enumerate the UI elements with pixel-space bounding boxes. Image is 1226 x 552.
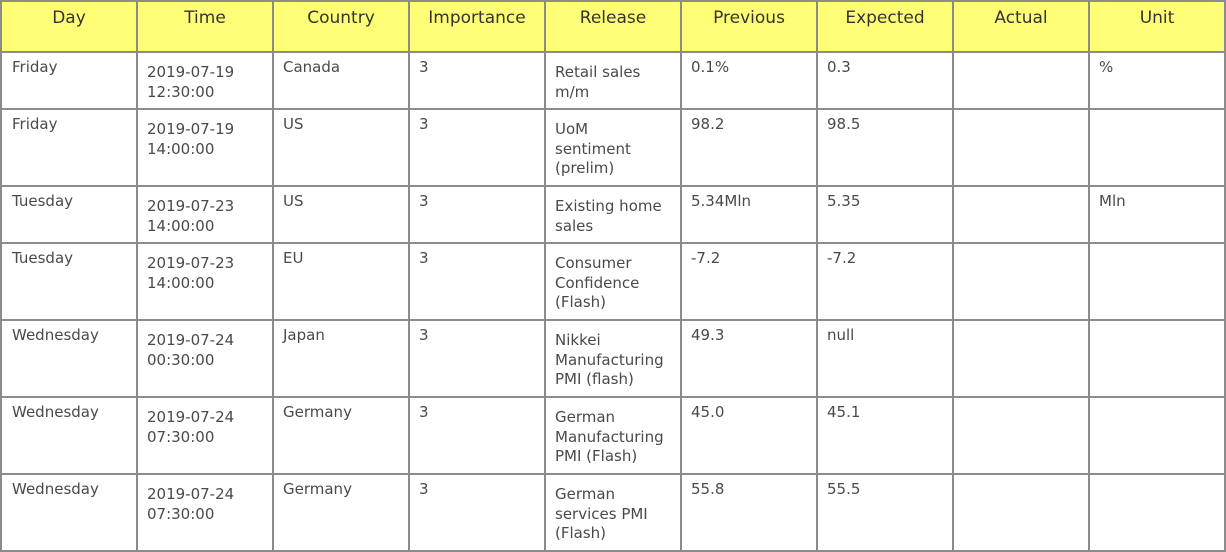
cell-time-date: 2019-07-23 (147, 254, 235, 272)
cell-time-clock: 12:30:00 (147, 82, 215, 101)
cell-country: US (272, 108, 410, 187)
cell-time-clock: 07:30:00 (147, 427, 215, 446)
cell-previous: 0.1% (680, 51, 818, 110)
cell-time: 2019-07-24 00:30:00 (136, 319, 274, 398)
cell-previous: 55.8 (680, 473, 818, 552)
cell-time-clock: 14:00:00 (147, 273, 215, 292)
column-header-day[interactable]: Day (0, 0, 138, 53)
column-header-importance[interactable]: Importance (408, 0, 546, 53)
cell-actual (952, 108, 1090, 187)
cell-country: US (272, 185, 410, 244)
cell-unit (1088, 319, 1226, 398)
cell-time-date: 2019-07-24 (147, 485, 235, 503)
cell-release: Nikkei Manufacturing PMI (flash) (544, 319, 682, 398)
cell-expected: 55.5 (816, 473, 954, 552)
cell-time-date: 2019-07-23 (147, 197, 235, 215)
cell-time-clock: 14:00:00 (147, 216, 215, 235)
cell-expected: -7.2 (816, 242, 954, 321)
cell-day: Wednesday (0, 473, 138, 552)
cell-time-clock: 00:30:00 (147, 350, 215, 369)
header-row: Day Time Country Importance Release Prev… (0, 0, 1226, 53)
cell-time-date: 2019-07-19 (147, 120, 235, 138)
cell-time-date: 2019-07-24 (147, 331, 235, 349)
column-header-time[interactable]: Time (136, 0, 274, 53)
cell-actual (952, 185, 1090, 244)
table-row: Friday 2019-07-19 14:00:00 US 3 UoM senti… (0, 108, 1226, 187)
cell-release: German services PMI (Flash) (544, 473, 682, 552)
cell-time: 2019-07-24 07:30:00 (136, 473, 274, 552)
cell-actual (952, 473, 1090, 552)
cell-release: Existing home sales (544, 185, 682, 244)
column-header-release[interactable]: Release (544, 0, 682, 53)
cell-country: Germany (272, 396, 410, 475)
cell-day: Wednesday (0, 319, 138, 398)
cell-release: UoM sentiment (prelim) (544, 108, 682, 187)
cell-day: Friday (0, 51, 138, 110)
column-header-unit[interactable]: Unit (1088, 0, 1226, 53)
cell-importance: 3 (408, 319, 546, 398)
cell-importance: 3 (408, 242, 546, 321)
cell-importance: 3 (408, 51, 546, 110)
cell-time: 2019-07-19 14:00:00 (136, 108, 274, 187)
cell-actual (952, 396, 1090, 475)
cell-unit: % (1088, 51, 1226, 110)
table-header: Day Time Country Importance Release Prev… (0, 0, 1226, 53)
cell-country: Germany (272, 473, 410, 552)
cell-time: 2019-07-23 14:00:00 (136, 242, 274, 321)
table-row: Friday 2019-07-19 12:30:00 Canada 3 Retai… (0, 51, 1226, 110)
cell-country: Japan (272, 319, 410, 398)
cell-expected: null (816, 319, 954, 398)
table-row: Wednesday 2019-07-24 00:30:00 Japan 3 Nik… (0, 319, 1226, 398)
cell-expected: 0.3 (816, 51, 954, 110)
cell-previous: 49.3 (680, 319, 818, 398)
cell-day: Friday (0, 108, 138, 187)
cell-previous: 98.2 (680, 108, 818, 187)
cell-release: German Manufacturing PMI (Flash) (544, 396, 682, 475)
cell-importance: 3 (408, 396, 546, 475)
cell-unit (1088, 473, 1226, 552)
cell-time-date: 2019-07-19 (147, 63, 235, 81)
cell-actual (952, 51, 1090, 110)
cell-unit (1088, 396, 1226, 475)
cell-country: EU (272, 242, 410, 321)
cell-release: Retail sales m/m (544, 51, 682, 110)
column-header-actual[interactable]: Actual (952, 0, 1090, 53)
table-row: Tuesday 2019-07-23 14:00:00 US 3 Existing… (0, 185, 1226, 244)
cell-importance: 3 (408, 185, 546, 244)
cell-previous: -7.2 (680, 242, 818, 321)
cell-day: Wednesday (0, 396, 138, 475)
column-header-previous[interactable]: Previous (680, 0, 818, 53)
cell-country: Canada (272, 51, 410, 110)
cell-previous: 5.34Mln (680, 185, 818, 244)
cell-unit (1088, 242, 1226, 321)
cell-time: 2019-07-24 07:30:00 (136, 396, 274, 475)
cell-expected: 45.1 (816, 396, 954, 475)
cell-importance: 3 (408, 473, 546, 552)
cell-expected: 98.5 (816, 108, 954, 187)
cell-time: 2019-07-19 12:30:00 (136, 51, 274, 110)
cell-previous: 45.0 (680, 396, 818, 475)
cell-time: 2019-07-23 14:00:00 (136, 185, 274, 244)
cell-actual (952, 319, 1090, 398)
table-body: Friday 2019-07-19 12:30:00 Canada 3 Retai… (0, 51, 1226, 552)
cell-expected: 5.35 (816, 185, 954, 244)
cell-unit (1088, 108, 1226, 187)
table-row: Wednesday 2019-07-24 07:30:00 Germany 3 G… (0, 473, 1226, 552)
cell-time-date: 2019-07-24 (147, 408, 235, 426)
cell-time-clock: 14:00:00 (147, 139, 215, 158)
column-header-country[interactable]: Country (272, 0, 410, 53)
cell-actual (952, 242, 1090, 321)
table-row: Tuesday 2019-07-23 14:00:00 EU 3 Consumer… (0, 242, 1226, 321)
cell-day: Tuesday (0, 242, 138, 321)
cell-importance: 3 (408, 108, 546, 187)
table-row: Wednesday 2019-07-24 07:30:00 Germany 3 G… (0, 396, 1226, 475)
cell-time-clock: 07:30:00 (147, 504, 215, 523)
column-header-expected[interactable]: Expected (816, 0, 954, 53)
cell-release: Consumer Confidence (Flash) (544, 242, 682, 321)
cell-unit: Mln (1088, 185, 1226, 244)
cell-day: Tuesday (0, 185, 138, 244)
